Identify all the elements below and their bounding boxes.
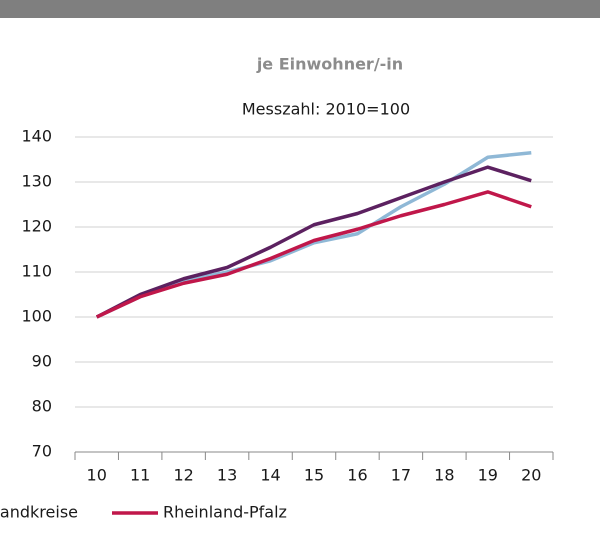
x-tick-label: 10 (87, 466, 107, 485)
x-tick-label: 11 (130, 466, 150, 485)
x-tick-label: 15 (304, 466, 324, 485)
legend-label: Landkreise (0, 503, 78, 522)
y-tick-label: 70 (32, 442, 52, 461)
legend-label: Rheinland-Pfalz (163, 503, 287, 522)
y-tick-label: 100 (21, 307, 52, 326)
y-tick-label: 90 (32, 352, 52, 371)
y-tick-label: 110 (21, 262, 52, 281)
chart-subtitle: Messzahl: 2010=100 (242, 100, 410, 119)
chart-title: je Einwohner/-in (256, 55, 403, 74)
series-line (95, 165, 532, 319)
y-tick-label: 140 (21, 127, 52, 146)
y-tick-label: 80 (32, 397, 52, 416)
x-tick-label: 12 (173, 466, 193, 485)
x-tick-label: 13 (217, 466, 237, 485)
series-line (95, 151, 532, 319)
y-tick-label: 130 (21, 172, 52, 191)
x-tick-label: 20 (521, 466, 541, 485)
x-tick-label: 14 (260, 466, 280, 485)
y-tick-label: 120 (21, 217, 52, 236)
x-tick-label: 19 (478, 466, 498, 485)
x-tick-label: 18 (434, 466, 454, 485)
top-bar (0, 0, 600, 18)
x-tick-label: 16 (347, 466, 367, 485)
series-line (95, 190, 532, 319)
x-tick-label: 17 (391, 466, 411, 485)
